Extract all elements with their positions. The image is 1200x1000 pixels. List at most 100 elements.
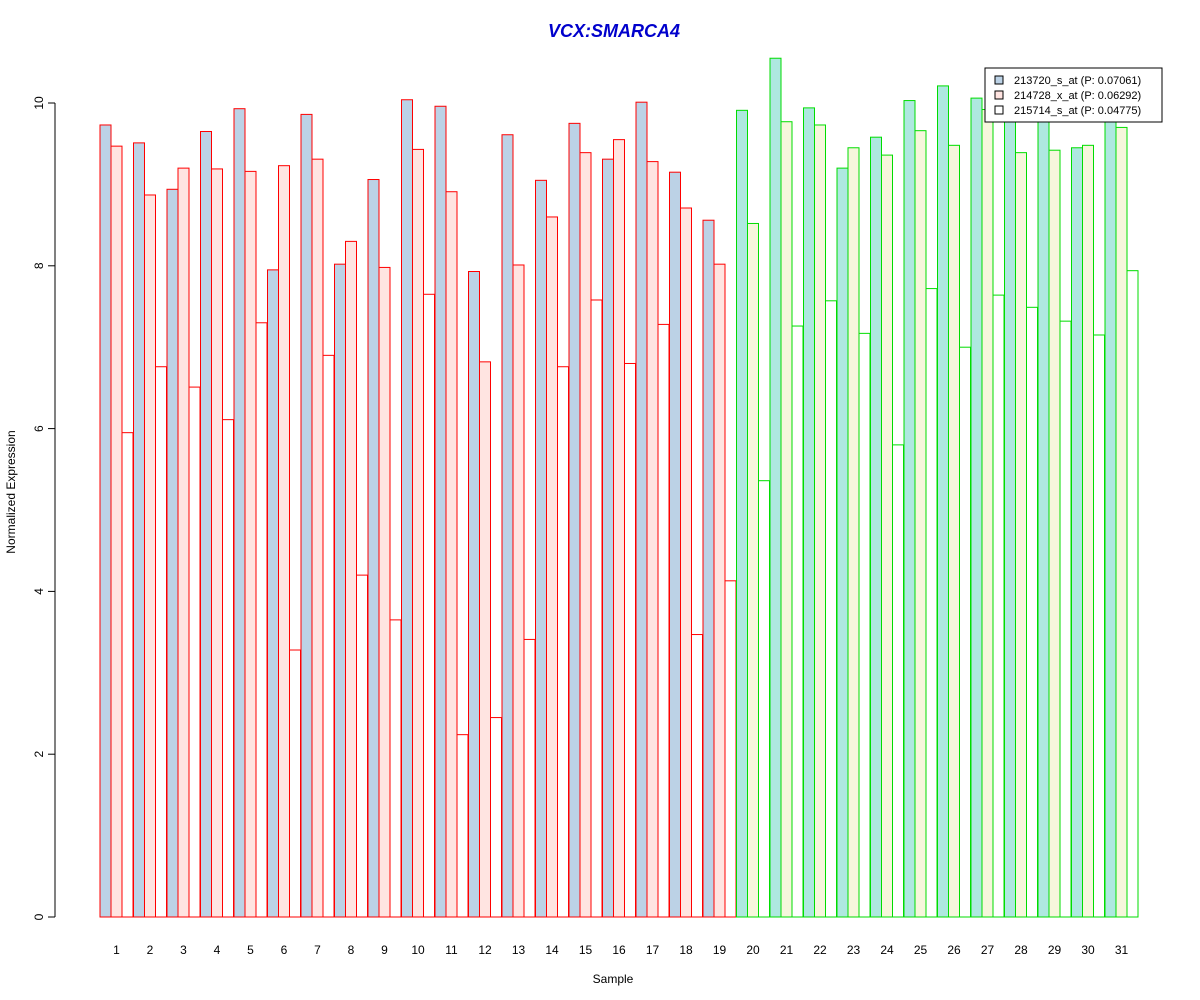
bar xyxy=(222,419,234,918)
bar xyxy=(289,649,301,918)
bar xyxy=(803,107,815,918)
x-tick-label: 24 xyxy=(880,943,894,957)
x-tick-label: 2 xyxy=(147,943,154,957)
x-tick-label: 9 xyxy=(381,943,388,957)
bar xyxy=(233,108,246,918)
bar xyxy=(389,619,402,918)
bar xyxy=(870,136,882,918)
bar xyxy=(278,165,290,918)
bar xyxy=(244,170,257,918)
legend-label: 213720_s_at (P: 0.07061) xyxy=(1014,75,1141,87)
bar xyxy=(579,152,592,918)
x-tick-label: 21 xyxy=(780,943,794,957)
bar xyxy=(825,300,837,918)
bar xyxy=(590,299,603,918)
bar xyxy=(691,634,703,918)
bar xyxy=(322,354,335,918)
bar xyxy=(992,294,1005,918)
bar xyxy=(99,124,112,918)
bar xyxy=(602,158,614,918)
bar xyxy=(713,263,726,918)
bar xyxy=(970,97,983,918)
x-tick-label: 4 xyxy=(214,943,221,957)
bar xyxy=(512,264,525,918)
bar xyxy=(334,263,346,918)
legend-swatch xyxy=(994,105,1004,115)
bar xyxy=(133,142,145,918)
y-tick-label: 4 xyxy=(32,588,46,595)
legend-label: 215714_s_at (P: 0.04775) xyxy=(1014,105,1141,117)
bar xyxy=(1026,306,1038,918)
bar xyxy=(200,130,212,918)
bar xyxy=(680,207,692,918)
x-tick-label: 15 xyxy=(579,943,593,957)
x-tick-label: 5 xyxy=(247,943,254,957)
y-axis-label: Normalized Expression xyxy=(4,430,18,553)
bar xyxy=(557,366,569,918)
bar xyxy=(624,362,636,918)
bar xyxy=(959,346,971,918)
bar xyxy=(255,322,268,918)
bar xyxy=(412,148,424,918)
bar xyxy=(847,147,860,918)
x-tick-label: 31 xyxy=(1115,943,1129,957)
bar xyxy=(568,122,581,918)
bar xyxy=(490,717,502,918)
x-axis-label: Sample xyxy=(593,972,634,986)
bar xyxy=(501,134,514,918)
legend-label: 214728_x_at (P: 0.06292) xyxy=(1014,90,1141,102)
bar xyxy=(791,325,804,918)
bar xyxy=(635,101,648,918)
x-tick-label: 29 xyxy=(1048,943,1062,957)
bar xyxy=(1093,334,1105,918)
bar xyxy=(948,144,960,918)
bar xyxy=(479,361,491,918)
bar xyxy=(858,332,871,918)
bar xyxy=(110,145,123,918)
bar xyxy=(267,269,279,918)
x-tick-label: 30 xyxy=(1081,943,1095,957)
bar xyxy=(881,154,893,918)
bar xyxy=(780,121,793,918)
bar xyxy=(1004,118,1016,918)
bar xyxy=(121,432,134,918)
bar xyxy=(814,124,826,918)
bar xyxy=(434,105,447,918)
bar xyxy=(914,130,927,918)
x-tick-label: 18 xyxy=(679,943,693,957)
legend-swatch xyxy=(994,75,1004,85)
bar xyxy=(1104,118,1117,918)
y-tick-label: 6 xyxy=(32,425,46,432)
x-tick-label: 27 xyxy=(981,943,995,957)
bar xyxy=(736,109,748,918)
x-tick-label: 1 xyxy=(113,943,120,957)
y-tick-label: 10 xyxy=(32,96,46,110)
bar xyxy=(423,293,435,918)
x-tick-label: 19 xyxy=(713,943,727,957)
bar xyxy=(1037,113,1050,918)
bars-group xyxy=(99,57,1139,918)
bar xyxy=(144,194,156,918)
x-tick-label: 17 xyxy=(646,943,660,957)
bar xyxy=(1126,270,1139,918)
bar xyxy=(535,179,547,918)
x-tick-label: 6 xyxy=(281,943,288,957)
bar xyxy=(1071,147,1083,918)
bar xyxy=(456,734,469,918)
bar xyxy=(378,266,391,918)
bar xyxy=(747,222,759,918)
x-tick-label: 7 xyxy=(314,943,321,957)
bar xyxy=(311,158,324,918)
y-tick-label: 0 xyxy=(32,913,46,920)
bar xyxy=(1082,144,1094,918)
y-axis: 0 2 4 6 8 10 xyxy=(32,96,56,920)
bar xyxy=(937,85,949,918)
bar xyxy=(468,270,480,918)
bar xyxy=(546,216,558,918)
bar xyxy=(1015,152,1027,918)
x-tick-label: 16 xyxy=(612,943,626,957)
y-tick-label: 8 xyxy=(32,262,46,269)
bar xyxy=(981,109,994,918)
bar xyxy=(702,219,715,918)
